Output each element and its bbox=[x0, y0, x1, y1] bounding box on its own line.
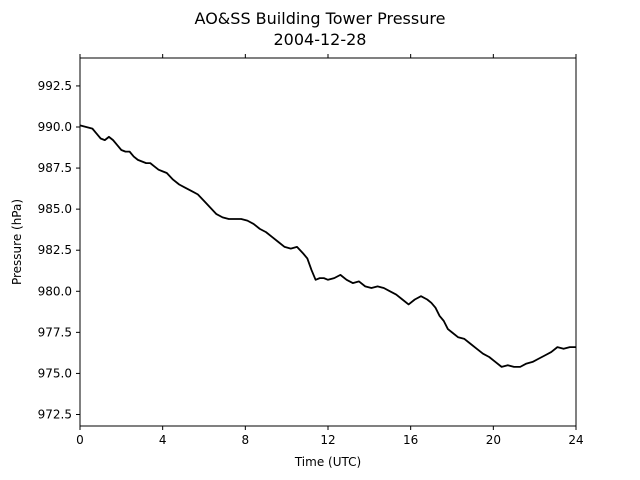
x-tick-label: 20 bbox=[486, 433, 501, 447]
plot-area-frame bbox=[79, 57, 577, 427]
y-tick-label: 985.0 bbox=[38, 202, 72, 216]
x-tick-label: 4 bbox=[159, 433, 167, 447]
x-axis-label: Time (UTC) bbox=[294, 455, 361, 469]
x-tick-label: 0 bbox=[76, 433, 84, 447]
y-tick-label: 977.5 bbox=[38, 325, 72, 339]
x-tick-label: 16 bbox=[403, 433, 418, 447]
x-tick-label: 12 bbox=[320, 433, 335, 447]
y-axis-label: Pressure (hPa) bbox=[10, 199, 24, 285]
y-tick-label: 992.5 bbox=[38, 79, 72, 93]
chart-title: AO&SS Building Tower Pressure bbox=[195, 9, 446, 28]
y-tick-label: 975.0 bbox=[38, 366, 72, 380]
ticks-layer: 0 4 8 12 16 20 24 972.5 975.0 977.5 980.0 982.5 985.… bbox=[38, 54, 584, 447]
y-tick-label: 980.0 bbox=[38, 284, 72, 298]
y-tick-label: 982.5 bbox=[38, 243, 72, 257]
x-tick-label: 8 bbox=[242, 433, 250, 447]
y-tick-label: 990.0 bbox=[38, 120, 72, 134]
x-tick-label: 24 bbox=[568, 433, 583, 447]
chart-subtitle: 2004-12-28 bbox=[274, 30, 367, 49]
y-tick-label: 972.5 bbox=[38, 408, 72, 422]
pressure-series-line bbox=[79, 124, 576, 368]
y-tick-label: 987.5 bbox=[38, 161, 72, 175]
